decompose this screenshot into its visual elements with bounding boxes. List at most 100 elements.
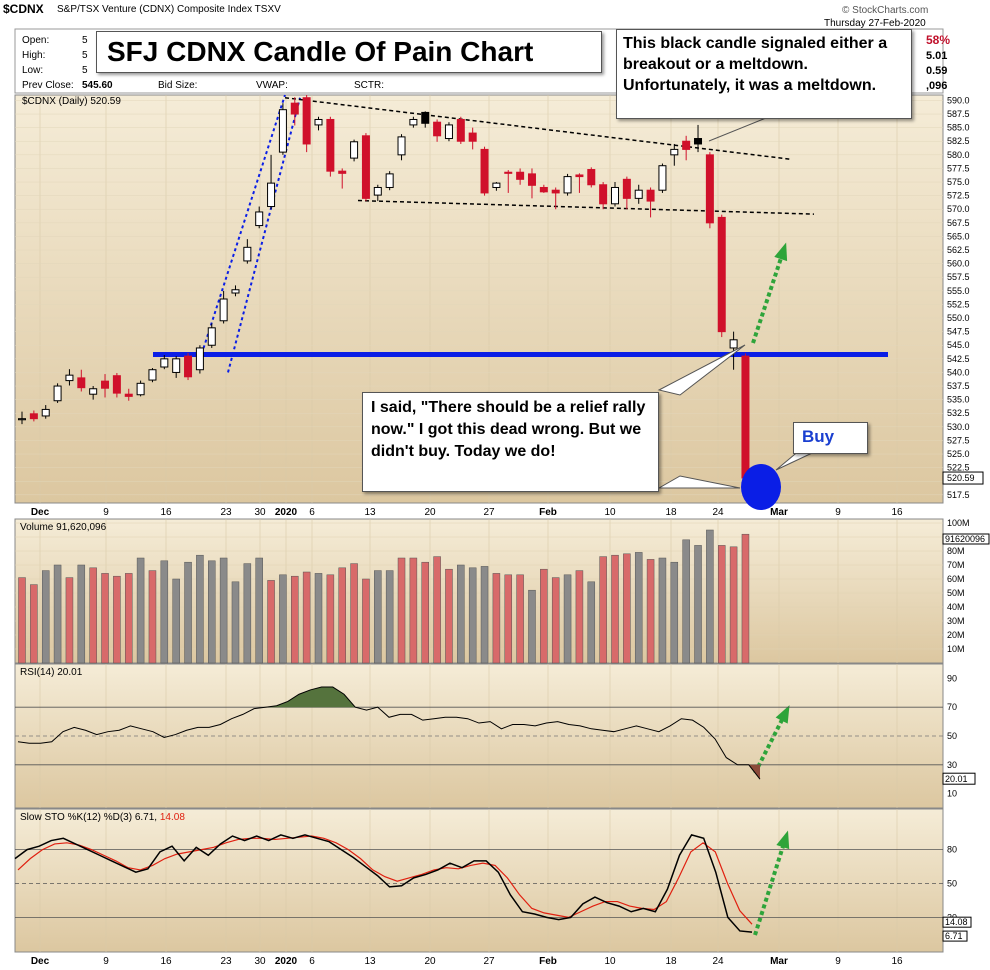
candle xyxy=(302,95,311,153)
volume-bar xyxy=(457,564,465,664)
x-tick-label: Mar xyxy=(770,956,788,967)
y-tick-label: 70 xyxy=(947,702,957,712)
volume-bar xyxy=(18,577,26,664)
candle-body xyxy=(409,118,418,126)
candle-body xyxy=(741,355,750,479)
x-tick-label: 30 xyxy=(254,507,266,518)
candle-body xyxy=(219,298,228,322)
volume-bar xyxy=(243,563,252,664)
candle xyxy=(587,167,596,188)
buy-callout: Buy xyxy=(793,422,868,454)
volume-bar xyxy=(551,577,560,664)
low-value: 5 xyxy=(82,65,88,76)
volume-bar xyxy=(729,546,738,664)
candle-body xyxy=(112,375,121,394)
candle-body xyxy=(255,211,264,227)
candle xyxy=(741,353,750,482)
candle-body xyxy=(705,154,714,224)
candle xyxy=(326,116,335,177)
candle xyxy=(361,133,370,202)
y-tick-label: 590.0 xyxy=(947,95,970,105)
candle xyxy=(148,368,157,383)
candle-body xyxy=(136,382,145,396)
sto-d-last-label: 14.08 xyxy=(945,917,968,927)
volume-bar xyxy=(30,584,38,664)
candle-body xyxy=(184,355,193,378)
x-tick-label: 2020 xyxy=(275,956,298,967)
candle xyxy=(255,206,264,229)
y-tick-label: 30M xyxy=(947,616,965,626)
sto-title: Slow STO %K(12) %D(3) 6.71, 14.08 xyxy=(20,812,185,823)
date-label: Thursday 27-Feb-2020 xyxy=(824,18,926,29)
y-tick-label: 525.0 xyxy=(947,449,970,459)
candle xyxy=(670,143,679,166)
candle xyxy=(563,173,572,196)
open-value: 5 xyxy=(82,35,88,46)
y-tick-label: 70M xyxy=(947,560,965,570)
candle xyxy=(160,355,169,370)
candle-body xyxy=(433,121,442,137)
candle xyxy=(18,411,26,425)
candle xyxy=(397,134,406,161)
candle-body xyxy=(243,246,252,262)
volume-bar xyxy=(124,573,133,664)
y-tick-label: 100M xyxy=(947,518,970,528)
candle xyxy=(219,290,228,324)
x-tick-label: Dec xyxy=(31,956,50,967)
price-arrow-head xyxy=(774,242,788,262)
x-tick-label: 9 xyxy=(103,507,109,518)
volume-bar xyxy=(184,561,192,664)
candle xyxy=(504,170,513,193)
volume-bar xyxy=(53,564,62,664)
candle-body xyxy=(670,148,679,156)
candle-body xyxy=(231,289,240,294)
x-tick-label: 16 xyxy=(160,507,172,518)
candle xyxy=(634,184,643,204)
y-tick-label: 40M xyxy=(947,602,965,612)
candle xyxy=(195,345,204,374)
candle-body xyxy=(492,182,501,188)
volume-value-right: ,096 xyxy=(926,80,948,92)
y-tick-label: 585.0 xyxy=(947,123,970,133)
prev-close-value: 545.60 xyxy=(82,80,113,91)
candle-body xyxy=(599,184,608,205)
bid-size-label: Bid Size: xyxy=(158,80,198,91)
volume-bar xyxy=(634,552,643,664)
volume-bar xyxy=(65,577,74,664)
candle-body xyxy=(302,97,311,145)
volume-bar xyxy=(136,557,145,664)
rsi-line xyxy=(17,686,761,780)
y-tick-label: 517.5 xyxy=(947,490,970,500)
volume-bar xyxy=(219,557,228,664)
candle-body xyxy=(682,140,691,150)
volume-bar xyxy=(646,559,655,664)
y-tick-label: 557.5 xyxy=(947,272,970,282)
volume-bar xyxy=(563,574,572,664)
x-tick-label: 23 xyxy=(220,956,232,967)
volume-bar xyxy=(148,570,157,664)
candle-body xyxy=(694,138,703,145)
volume-bar xyxy=(326,574,335,664)
x-tick-label: 27 xyxy=(483,507,495,518)
candle-body xyxy=(326,118,335,172)
y-tick-label: 572.5 xyxy=(947,191,970,201)
y-tick-label: 30 xyxy=(947,760,957,770)
volume-bar xyxy=(480,566,489,664)
index-description: S&P/TSX Venture (CDNX) Composite Index T… xyxy=(57,4,281,15)
rsi-overbought-fill xyxy=(265,687,378,708)
channel-line-right xyxy=(227,97,301,373)
candle xyxy=(29,410,38,422)
candle xyxy=(267,154,276,210)
candle-body xyxy=(468,132,477,142)
candle-body xyxy=(207,327,216,346)
candle xyxy=(456,116,465,144)
volume-bar xyxy=(160,560,169,664)
candle-body xyxy=(527,173,536,186)
volume-bar xyxy=(338,567,346,664)
candle-body xyxy=(18,418,26,421)
candle-body xyxy=(611,186,619,205)
buy-circle xyxy=(741,464,781,510)
volume-bar xyxy=(302,571,311,664)
candle xyxy=(658,163,667,193)
